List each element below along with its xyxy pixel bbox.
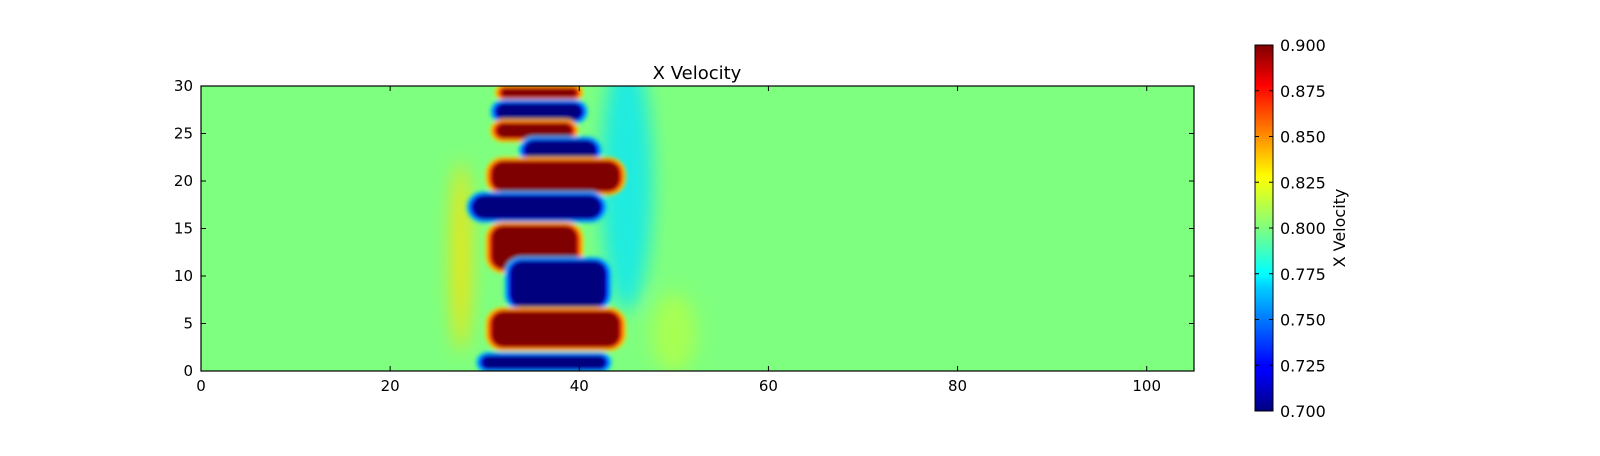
- halo-right-lime: [651, 293, 696, 371]
- colorbar-tick-label: 0.850: [1280, 128, 1326, 147]
- chart-title: X Velocity: [653, 63, 742, 84]
- vortex-cell-low-1: [496, 103, 583, 121]
- colorbar-ticks: 0.700 0.725 0.750 0.775 0.800 0.825 0.850 0.875…: [1255, 36, 1326, 421]
- y-tick-label: 0: [183, 362, 193, 380]
- colorbar-tick-label: 0.700: [1280, 402, 1326, 421]
- colorbar-tick-label: 0.875: [1280, 82, 1326, 101]
- vortex-cell-high-2: [496, 123, 573, 139]
- x-tick-label: 40: [570, 377, 589, 395]
- colorbar-tick-label: 0.825: [1280, 173, 1326, 192]
- x-tick-label: 0: [196, 377, 206, 395]
- x-tick-label: 60: [759, 377, 778, 395]
- y-tick-label: 10: [174, 267, 193, 285]
- colorbar-tick-label: 0.750: [1280, 311, 1326, 330]
- colorbar-tick-label: 0.775: [1280, 265, 1326, 284]
- colorbar-tick-label: 0.900: [1280, 36, 1326, 55]
- y-tick-label: 5: [183, 315, 193, 333]
- heatmap-background: [201, 86, 1194, 371]
- x-tick-label: 20: [381, 377, 400, 395]
- colorbar: 0.700 0.725 0.750 0.775 0.800 0.825 0.850 0.875…: [1254, 36, 1349, 421]
- y-tick-label: 15: [174, 220, 193, 238]
- y-tick-label: 30: [174, 77, 193, 95]
- colorbar-label: X Velocity: [1330, 189, 1349, 268]
- x-tick-label: 100: [1132, 377, 1161, 395]
- vortex-cell-low-3: [524, 140, 597, 161]
- vortex-cells: [466, 86, 626, 371]
- y-tick-label: 20: [174, 172, 193, 190]
- vortex-cell-high-8: [491, 311, 620, 348]
- plot-area: [201, 86, 1194, 371]
- wake-halo: [451, 86, 696, 371]
- x-axis: 0 20 40 60 80 100: [196, 86, 1161, 395]
- x-tick-label: 80: [948, 377, 967, 395]
- y-tick-label: 25: [174, 125, 193, 143]
- vortex-cell-low-9: [481, 355, 606, 369]
- colorbar-tick-label: 0.800: [1280, 219, 1326, 238]
- vortex-cell-high-0: [500, 88, 578, 98]
- vortex-cell-high-4: [491, 161, 620, 192]
- y-axis: 0 5 10 15 20 25 30: [174, 77, 1194, 380]
- halo-right-cyan: [600, 86, 653, 311]
- vortex-cell-low-7: [510, 260, 606, 308]
- vortex-cell-low-5: [472, 195, 601, 219]
- colorbar-tick-label: 0.725: [1280, 356, 1326, 375]
- halo-left-yellow: [451, 162, 472, 352]
